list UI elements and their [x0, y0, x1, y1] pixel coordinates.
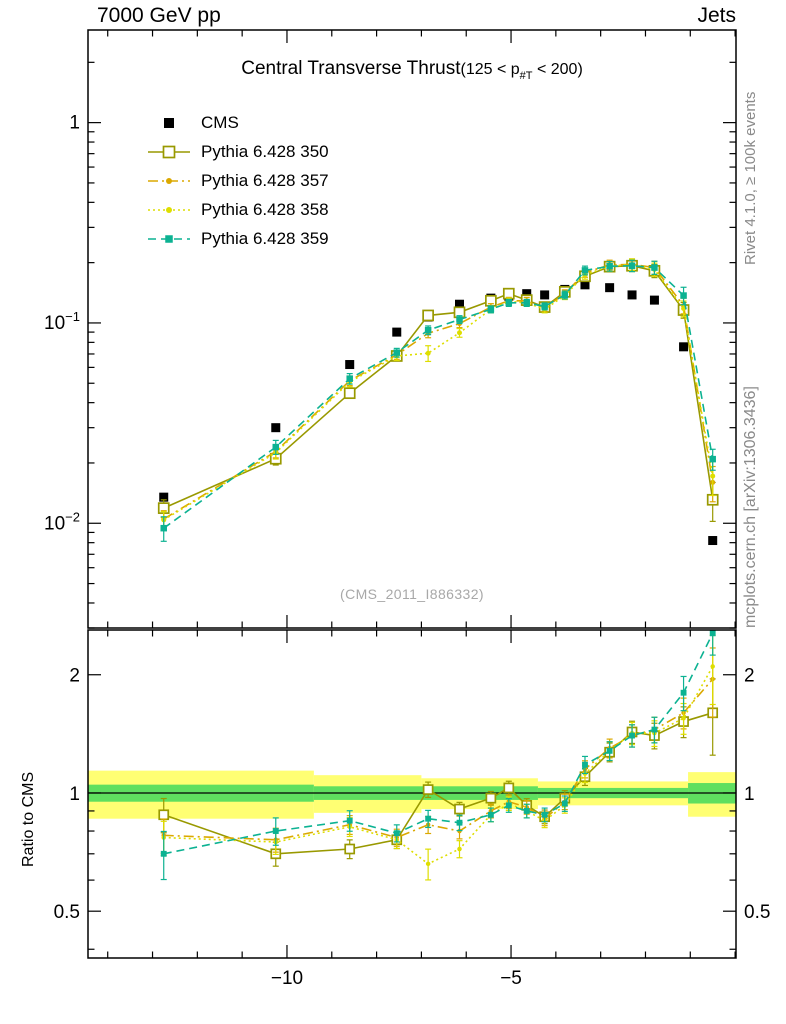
ratio-y-tick-label-left: 2 [69, 666, 80, 687]
legend-label-pythia-358: Pythia 6.428 358 [201, 199, 329, 219]
beam-energy-label: 7000 GeV pp [97, 4, 221, 27]
ratio-series-layer [158, 630, 719, 881]
main-y-tick-label: 10−2 [44, 509, 80, 534]
series-pythia-6-428-359 [160, 259, 716, 542]
ratio-axis-title: Ratio to CMS [20, 771, 37, 867]
legend-label-pythia-359: Pythia 6.428 359 [201, 228, 329, 248]
ratio-y-tick-label-left: 0.5 [54, 902, 80, 923]
legend-item-cms: CMS [146, 108, 329, 137]
legend-marker-pythia-359-icon [148, 234, 190, 243]
series-pythia-6-428-358 [160, 258, 716, 530]
plot-title: Central Transverse Thrust(125 < p#T < 20… [88, 58, 736, 82]
legend-marker-pythia-357-icon [148, 177, 190, 184]
legend-marker-pythia-350-icon [148, 145, 190, 158]
legend-item-pythia-357: Pythia 6.428 357 [146, 166, 329, 195]
legend-marker-pythia-358-icon [148, 206, 190, 213]
mcplots-credit-label: mcplots.cern.ch [arXiv:1306.3436] [742, 386, 759, 628]
series-cms [159, 280, 718, 546]
main-y-tick-label: 10−1 [44, 309, 80, 334]
ratio-axis-ticks [88, 630, 736, 958]
legend-label-pythia-357: Pythia 6.428 357 [201, 170, 329, 190]
rivet-version-label: Rivet 4.1.0, ≥ 100k events [742, 91, 759, 265]
title-cut-subscript: #T [519, 69, 533, 82]
main-series-layer [157, 258, 719, 546]
legend-item-pythia-358: Pythia 6.428 358 [146, 195, 329, 224]
ratio-pythia-6-428-357 [160, 647, 716, 854]
ratio-y-tick-label-right: 1 [744, 784, 755, 805]
series-pythia-6-428-350 [157, 259, 719, 522]
main-axis-ticks [88, 30, 736, 629]
legend-item-pythia-350: Pythia 6.428 350 [146, 137, 329, 166]
legend-label-pythia-350: Pythia 6.428 350 [201, 141, 329, 161]
x-tick-label: −10 [271, 968, 303, 989]
main-y-tick-label: 1 [69, 113, 80, 134]
ratio-plot-frame [87, 629, 737, 959]
title-cut-open: (125 < p [460, 61, 520, 78]
main-plot-frame [87, 29, 737, 629]
analysis-id-watermark: (CMS_2011_I886332) [340, 586, 484, 602]
ratio-y-tick-label-right: 0.5 [744, 902, 770, 923]
axis-tick-labels: 1 10−1 10−2 0.5 0.5 1 1 2 2 −10 −5 [44, 113, 770, 989]
title-cut-close: < 200) [532, 61, 583, 78]
title-observable: Central Transverse Thrust [241, 58, 461, 79]
x-tick-label: −5 [500, 968, 522, 989]
legend-marker-cms-icon [164, 117, 174, 128]
ratio-y-tick-label-left: 1 [69, 784, 80, 805]
ratio-uncertainty-bands [88, 770, 736, 819]
legend-item-pythia-359: Pythia 6.428 359 [146, 224, 329, 253]
ratio-y-tick-label-right: 2 [744, 666, 755, 687]
ratio-pythia-6-428-359 [160, 630, 716, 881]
legend-label-cms: CMS [201, 112, 239, 132]
legend: CMS Pythia 6.428 350 Pythia 6.428 357 Py… [146, 108, 329, 253]
process-label: Jets [697, 4, 736, 27]
